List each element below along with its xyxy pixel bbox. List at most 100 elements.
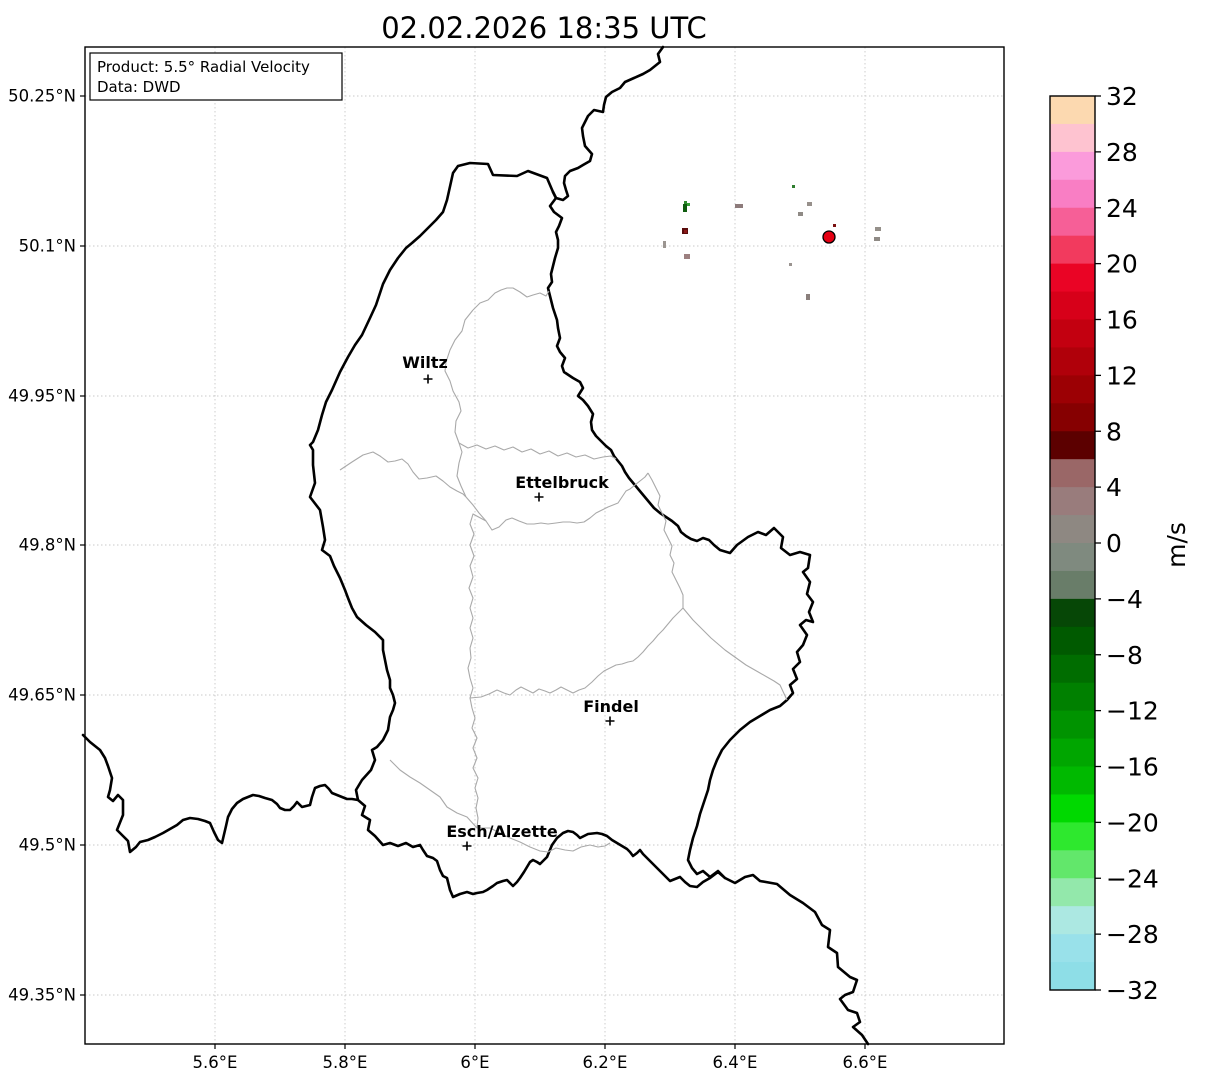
colorbar-segment — [1050, 626, 1095, 656]
colorbar-tick-label: −4 — [1106, 585, 1143, 614]
canton-border — [469, 607, 684, 699]
radar-echo-cell — [684, 254, 690, 259]
colorbar-segment — [1050, 207, 1095, 237]
colorbar-segment — [1050, 794, 1095, 823]
colorbar-unit-label: m/s — [1162, 522, 1191, 568]
colorbar: 32 28 24 20 16 12 8 4 0 −4 −8 −12 −16 −20 −24 −28 −32 m/s — [1049, 82, 1191, 1005]
city-marker-icon — [605, 716, 615, 726]
colorbar-segment — [1050, 235, 1095, 265]
canton-border — [647, 472, 788, 701]
figure-title: 02.02.2026 18:35 UTC — [381, 11, 707, 45]
colorbar-segment — [1050, 403, 1095, 432]
city-marker-icon — [534, 492, 544, 502]
lon-tick-label: 6.2°E — [583, 1053, 628, 1072]
colorbar-segment — [1050, 431, 1095, 460]
city-label: Esch/Alzette — [446, 822, 558, 841]
lat-tick-label: 49.8°N — [19, 536, 76, 555]
radar-echo-cell — [875, 227, 881, 231]
colorbar-segment — [1050, 543, 1095, 572]
lat-tick-label: 49.35°N — [8, 986, 76, 1005]
data-source-label: Data: DWD — [97, 78, 181, 96]
lon-tick-label: 6.4°E — [713, 1053, 758, 1072]
canton-border — [444, 309, 474, 498]
radar-echo-cell — [807, 202, 812, 206]
colorbar-segment — [1050, 291, 1095, 320]
lat-tick-label: 49.65°N — [8, 686, 76, 705]
lon-tick-label: 6.6°E — [843, 1053, 888, 1072]
lat-tick-label: 50.1°N — [19, 237, 76, 256]
colorbar-segment — [1050, 850, 1095, 879]
radar-echoes — [663, 185, 881, 300]
colorbar-segment — [1050, 654, 1095, 684]
colorbar-tick-label: 16 — [1106, 306, 1138, 335]
canton-border — [472, 287, 550, 311]
canton-border — [339, 451, 467, 498]
colorbar-segment — [1050, 598, 1095, 628]
radar-echo-cell — [792, 185, 795, 188]
city-layer: Wiltz Ettelbruck Findel Esch/Alzette — [402, 353, 639, 851]
lat-tick-label: 49.5°N — [19, 836, 76, 855]
grid-lines — [85, 47, 1004, 1044]
lat-tick-label: 49.95°N — [8, 387, 76, 406]
colorbar-segment — [1050, 682, 1095, 712]
luxembourg-border — [308, 161, 815, 899]
axis-labels: 5.6°E 5.8°E 6°E 6.2°E 6.4°E 6.6°E 50.25°N 50.1°… — [8, 87, 887, 1073]
canton-border — [467, 513, 487, 829]
colorbar-segment — [1050, 934, 1095, 963]
colorbar-tick-label: 0 — [1106, 529, 1122, 558]
canton-border — [389, 759, 611, 853]
colorbar-tick-label: −24 — [1106, 864, 1159, 893]
colorbar-tick-label: −28 — [1106, 920, 1159, 949]
city-marker-icon — [462, 841, 472, 851]
radar-echo-cell — [798, 212, 803, 216]
france-belgium-border — [81, 733, 360, 854]
colorbar-segment — [1050, 822, 1095, 851]
radar-echo-cell — [684, 201, 687, 204]
canton-border — [458, 442, 617, 460]
city-label: Wiltz — [402, 353, 448, 372]
colorbar-segment — [1050, 906, 1095, 935]
colorbar-tick-label: 4 — [1106, 473, 1122, 502]
colorbar-segment — [1050, 766, 1095, 795]
colorbar-tick-label: 20 — [1106, 250, 1138, 279]
colorbar-segment — [1050, 459, 1095, 488]
colorbar-segment — [1050, 179, 1095, 209]
colorbar-tick-label: −8 — [1106, 641, 1143, 670]
lat-tick-label: 50.25°N — [8, 87, 76, 106]
colorbar-segment — [1050, 878, 1095, 907]
colorbar-segment — [1050, 962, 1095, 991]
colorbar-segment — [1050, 487, 1095, 516]
colorbar-segment — [1050, 710, 1095, 740]
colorbar-segment — [1050, 123, 1095, 153]
colorbar-segment — [1050, 570, 1095, 600]
colorbar-tick-label: −12 — [1106, 697, 1159, 726]
colorbar-tick-label: −20 — [1106, 808, 1159, 837]
radar-echo-cell — [684, 230, 687, 233]
radar-echo-cell — [789, 263, 792, 266]
product-info-box: Product: 5.5° Radial Velocity Data: DWD — [89, 52, 343, 101]
colorbar-tick-label: 24 — [1106, 194, 1138, 223]
colorbar-tick-label: −16 — [1106, 753, 1159, 782]
radar-echo-cell — [687, 203, 690, 206]
product-info-background — [89, 52, 343, 101]
france-germany-border — [723, 873, 870, 1046]
radar-echo-cell — [663, 241, 666, 248]
colorbar-segment — [1050, 96, 1095, 125]
city-label: Ettelbruck — [515, 473, 609, 492]
colorbar-segment — [1050, 375, 1095, 404]
colorbar-tick-label: 32 — [1106, 82, 1138, 111]
city-marker-icon — [423, 374, 433, 384]
lon-tick-label: 5.6°E — [193, 1053, 238, 1072]
colorbar-segment — [1050, 347, 1095, 376]
colorbar-segment — [1050, 263, 1095, 293]
colorbar-tick-label: 28 — [1106, 138, 1138, 167]
lon-tick-label: 6°E — [460, 1053, 489, 1072]
colorbar-tick-label: −32 — [1106, 976, 1159, 1005]
colorbar-segment — [1050, 738, 1095, 767]
radar-echo-cell — [683, 204, 687, 212]
colorbar-segment — [1050, 319, 1095, 348]
max-velocity-marker — [822, 230, 836, 244]
radar-echo-cell — [874, 237, 880, 241]
